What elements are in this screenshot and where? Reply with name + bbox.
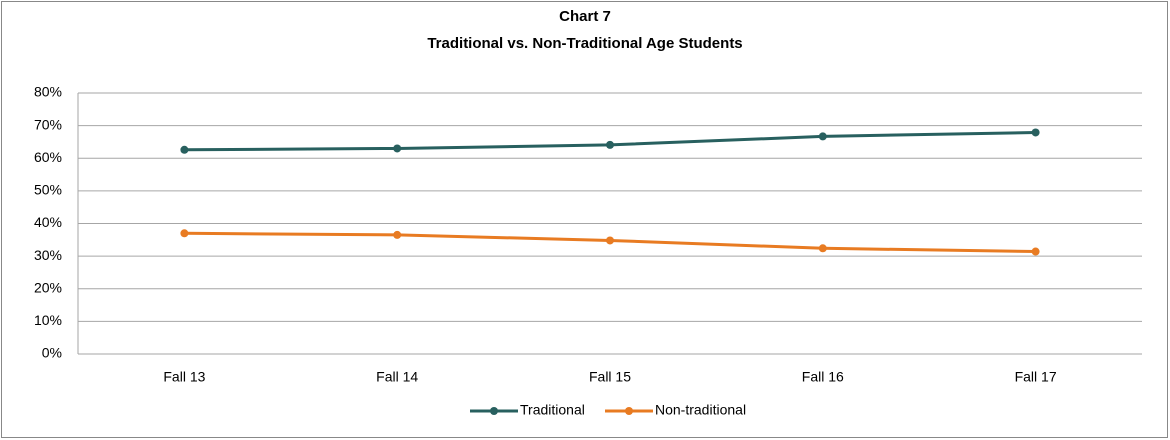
- legend-label: Traditional: [520, 402, 585, 418]
- data-point: [818, 132, 827, 141]
- y-tick-label: 70%: [34, 116, 62, 132]
- data-point: [606, 140, 614, 149]
- x-tick-label: Fall 17: [1015, 369, 1057, 385]
- x-tick-label: Fall 16: [802, 369, 844, 385]
- data-point: [1031, 128, 1040, 137]
- x-tick-label: Fall 15: [589, 369, 631, 385]
- y-tick-label: 10%: [34, 312, 62, 328]
- legend-label: Non-traditional: [655, 402, 746, 418]
- chart-title: Chart 7: [559, 8, 611, 25]
- y-tick-label: 60%: [34, 149, 62, 165]
- legend-marker: [490, 407, 498, 415]
- data-point: [1031, 247, 1040, 256]
- x-tick-label: Fall 14: [376, 369, 418, 385]
- y-tick-label: 40%: [34, 214, 62, 230]
- data-point: [180, 145, 189, 154]
- legend-marker: [625, 407, 633, 415]
- data-point: [606, 236, 614, 245]
- chart-subtitle: Traditional vs. Non-Traditional Age Stud…: [427, 35, 742, 52]
- y-tick-label: 50%: [34, 182, 62, 198]
- data-point: [393, 144, 402, 153]
- data-point: [393, 230, 402, 239]
- data-point: [818, 244, 827, 253]
- y-tick-label: 0%: [42, 345, 62, 361]
- y-tick-label: 30%: [34, 247, 62, 263]
- data-point: [180, 229, 189, 238]
- y-tick-label: 80%: [34, 84, 62, 100]
- x-tick-label: Fall 13: [163, 369, 205, 385]
- y-tick-label: 20%: [34, 279, 62, 295]
